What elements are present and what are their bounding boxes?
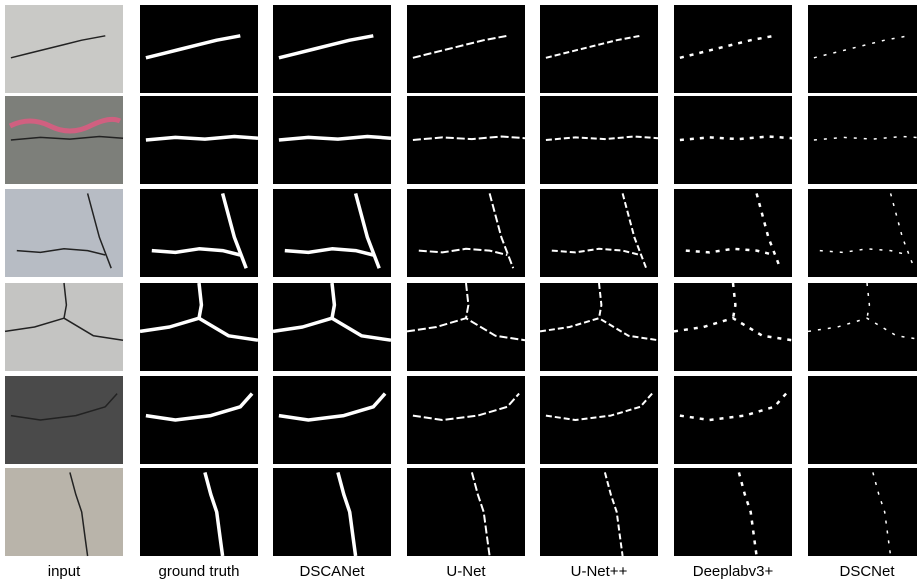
mask-image <box>540 468 658 556</box>
mask-image <box>407 5 525 93</box>
mask-image <box>140 189 258 277</box>
mask-image <box>407 189 525 277</box>
mask-image <box>808 96 917 184</box>
mask-image <box>540 376 658 464</box>
input-image <box>5 5 123 93</box>
column-label: input <box>48 563 81 580</box>
column-label: Deeplabv3+ <box>693 563 774 580</box>
mask-image <box>407 376 525 464</box>
mask-image <box>674 283 792 371</box>
input-image <box>5 376 123 464</box>
mask-image <box>273 468 391 556</box>
mask-image <box>674 189 792 277</box>
input-image <box>5 96 123 184</box>
mask-image <box>140 5 258 93</box>
mask-image <box>540 5 658 93</box>
mask-image <box>407 468 525 556</box>
mask-image <box>674 468 792 556</box>
mask-image <box>540 96 658 184</box>
mask-image <box>540 283 658 371</box>
column-label: U-Net <box>446 563 486 580</box>
mask-image <box>808 5 917 93</box>
mask-image <box>407 96 525 184</box>
crack <box>332 283 334 318</box>
mask-image <box>140 468 258 556</box>
input-image <box>5 468 123 556</box>
mask-image <box>540 189 658 277</box>
crack <box>199 283 201 318</box>
figure: input ground truth DSCANet U-Net U-Net++ Deep… <box>0 0 917 584</box>
column-labels: input ground truth DSCANet U-Net U-Net++ Deep… <box>48 563 896 580</box>
mask-image <box>674 376 792 464</box>
image-grid <box>5 5 917 556</box>
column-label: DSCANet <box>299 563 365 580</box>
input-image <box>5 283 123 371</box>
mask-image <box>674 5 792 93</box>
input-image <box>5 189 123 277</box>
mask-image <box>808 468 917 556</box>
mask-image <box>808 283 917 371</box>
mask-image <box>273 376 391 464</box>
mask-image <box>273 189 391 277</box>
mask-image <box>140 376 258 464</box>
mask-image <box>808 376 917 464</box>
mask-image <box>407 283 525 371</box>
mask-image <box>273 5 391 93</box>
column-label: DSCNet <box>839 563 895 580</box>
column-label: U-Net++ <box>571 563 628 580</box>
column-label: ground truth <box>159 563 240 580</box>
